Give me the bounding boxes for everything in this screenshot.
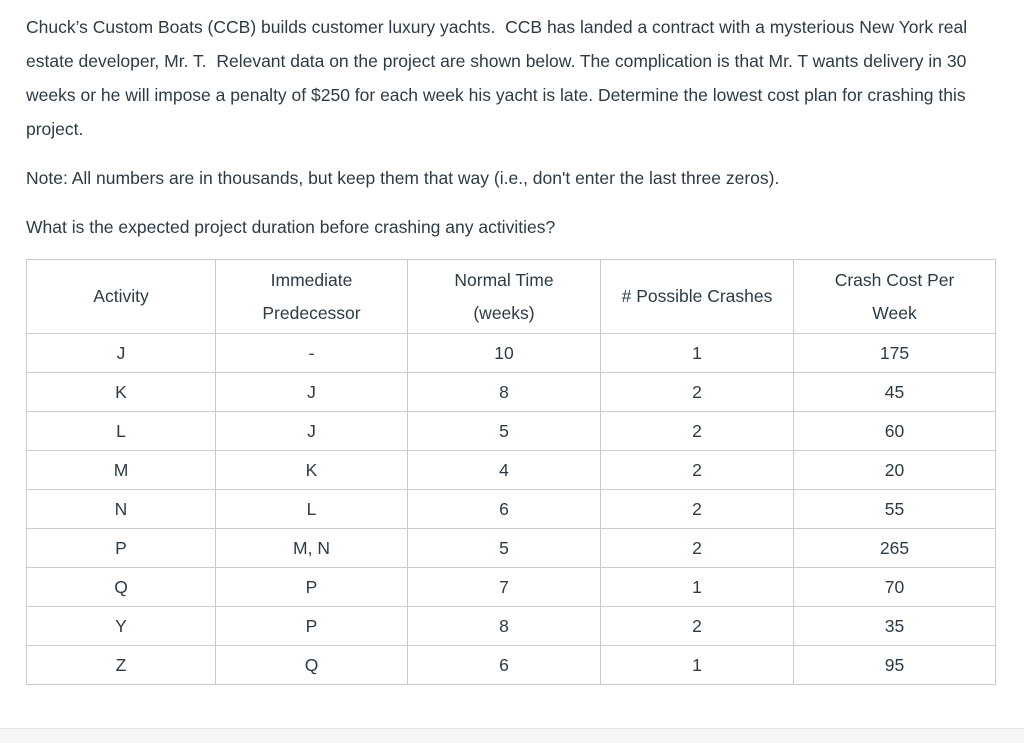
- cell-time: 8: [407, 372, 601, 412]
- cell-time: 6: [407, 645, 601, 685]
- cell-crashes: 2: [600, 489, 794, 529]
- cell-cost: 265: [793, 528, 996, 568]
- cell-crashes: 1: [600, 567, 794, 607]
- cell-time: 8: [407, 606, 601, 646]
- cell-cost: 55: [793, 489, 996, 529]
- cell-activity: Z: [26, 645, 216, 685]
- cell-cost: 35: [793, 606, 996, 646]
- cell-cost: 95: [793, 645, 996, 685]
- cell-crashes: 1: [600, 333, 794, 373]
- cell-cost: 45: [793, 372, 996, 412]
- table-header-row: Activity Immediate Predecessor Normal Ti…: [26, 259, 996, 334]
- project-data-table: Activity Immediate Predecessor Normal Ti…: [26, 259, 996, 685]
- problem-statement: Chuck’s Custom Boats (CCB) builds custom…: [26, 17, 973, 139]
- header-possible-crashes: # Possible Crashes: [600, 259, 794, 334]
- header-activity: Activity: [26, 259, 216, 334]
- cell-predecessor: M, N: [215, 528, 408, 568]
- table-row: Q P 7 1 70: [26, 567, 996, 607]
- cell-predecessor: -: [215, 333, 408, 373]
- question-text: What is the expected project duration be…: [26, 217, 556, 237]
- cell-time: 6: [407, 489, 601, 529]
- table-row: Z Q 6 1 95: [26, 645, 996, 685]
- header-crash-cost: Crash Cost Per Week: [793, 259, 996, 334]
- table-row: P M, N 5 2 265: [26, 528, 996, 568]
- cell-cost: 175: [793, 333, 996, 373]
- table-row: N L 6 2 55: [26, 489, 996, 529]
- cell-predecessor: J: [215, 411, 408, 451]
- cell-time: 7: [407, 567, 601, 607]
- table-row: K J 8 2 45: [26, 372, 996, 412]
- cell-cost: 70: [793, 567, 996, 607]
- cell-activity: N: [26, 489, 216, 529]
- cell-cost: 60: [793, 411, 996, 451]
- cell-time: 5: [407, 411, 601, 451]
- cell-crashes: 2: [600, 450, 794, 490]
- cell-time: 10: [407, 333, 601, 373]
- cell-predecessor: P: [215, 606, 408, 646]
- cell-activity: Q: [26, 567, 216, 607]
- page-bottom-divider: [0, 728, 1024, 743]
- cell-time: 5: [407, 528, 601, 568]
- cell-activity: P: [26, 528, 216, 568]
- cell-predecessor: P: [215, 567, 408, 607]
- header-immediate-predecessor: Immediate Predecessor: [215, 259, 408, 334]
- note-text: Note: All numbers are in thousands, but …: [26, 168, 780, 188]
- cell-crashes: 1: [600, 645, 794, 685]
- cell-predecessor: L: [215, 489, 408, 529]
- table-row: J - 10 1 175: [26, 333, 996, 373]
- cell-predecessor: K: [215, 450, 408, 490]
- cell-predecessor: Q: [215, 645, 408, 685]
- cell-activity: L: [26, 411, 216, 451]
- cell-cost: 20: [793, 450, 996, 490]
- cell-crashes: 2: [600, 372, 794, 412]
- cell-crashes: 2: [600, 528, 794, 568]
- table-row: Y P 8 2 35: [26, 606, 996, 646]
- cell-crashes: 2: [600, 411, 794, 451]
- cell-crashes: 2: [600, 606, 794, 646]
- cell-activity: Y: [26, 606, 216, 646]
- header-normal-time: Normal Time (weeks): [407, 259, 601, 334]
- table-row: L J 5 2 60: [26, 411, 996, 451]
- table-row: M K 4 2 20: [26, 450, 996, 490]
- cell-activity: K: [26, 372, 216, 412]
- cell-time: 4: [407, 450, 601, 490]
- cell-activity: J: [26, 333, 216, 373]
- cell-predecessor: J: [215, 372, 408, 412]
- cell-activity: M: [26, 450, 216, 490]
- question-page: Chuck’s Custom Boats (CCB) builds custom…: [26, 17, 996, 685]
